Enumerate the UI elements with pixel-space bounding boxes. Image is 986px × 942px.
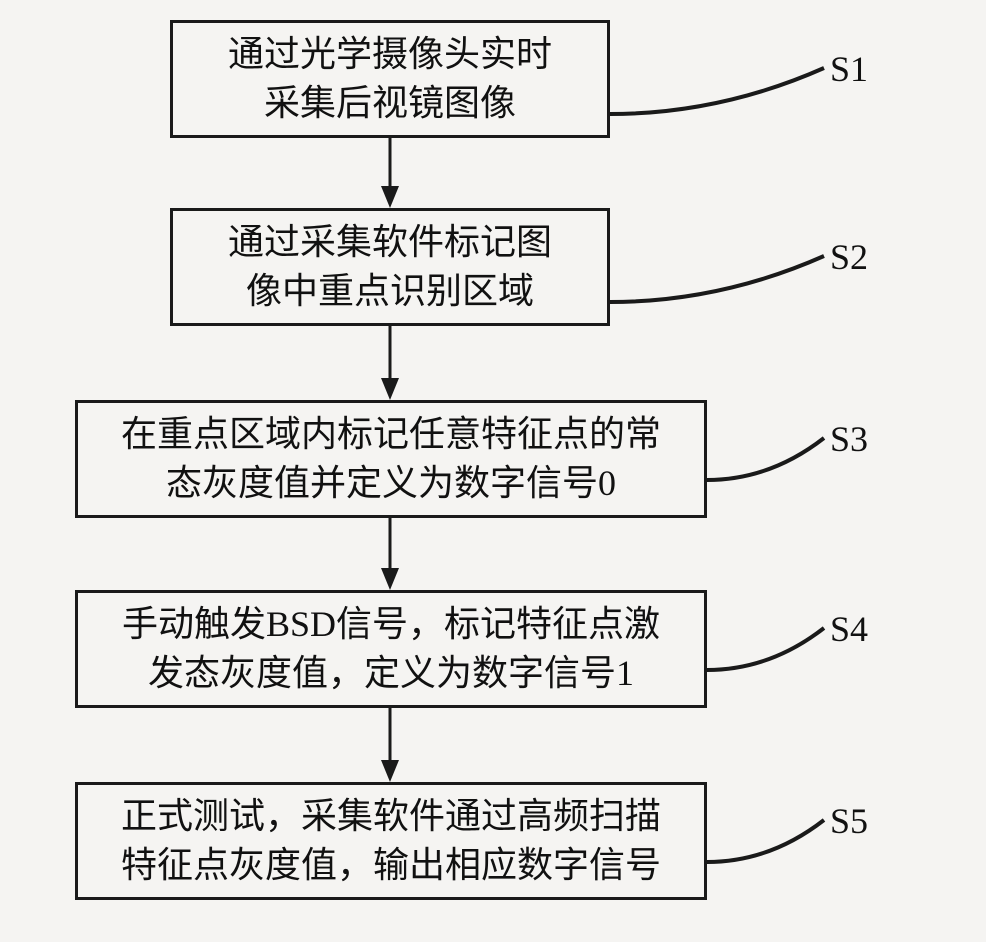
flowchart-canvas: 通过光学摄像头实时采集后视镜图像 通过采集软件标记图像中重点识别区域 在重点区域… — [0, 0, 986, 942]
leader-s5 — [0, 0, 986, 942]
